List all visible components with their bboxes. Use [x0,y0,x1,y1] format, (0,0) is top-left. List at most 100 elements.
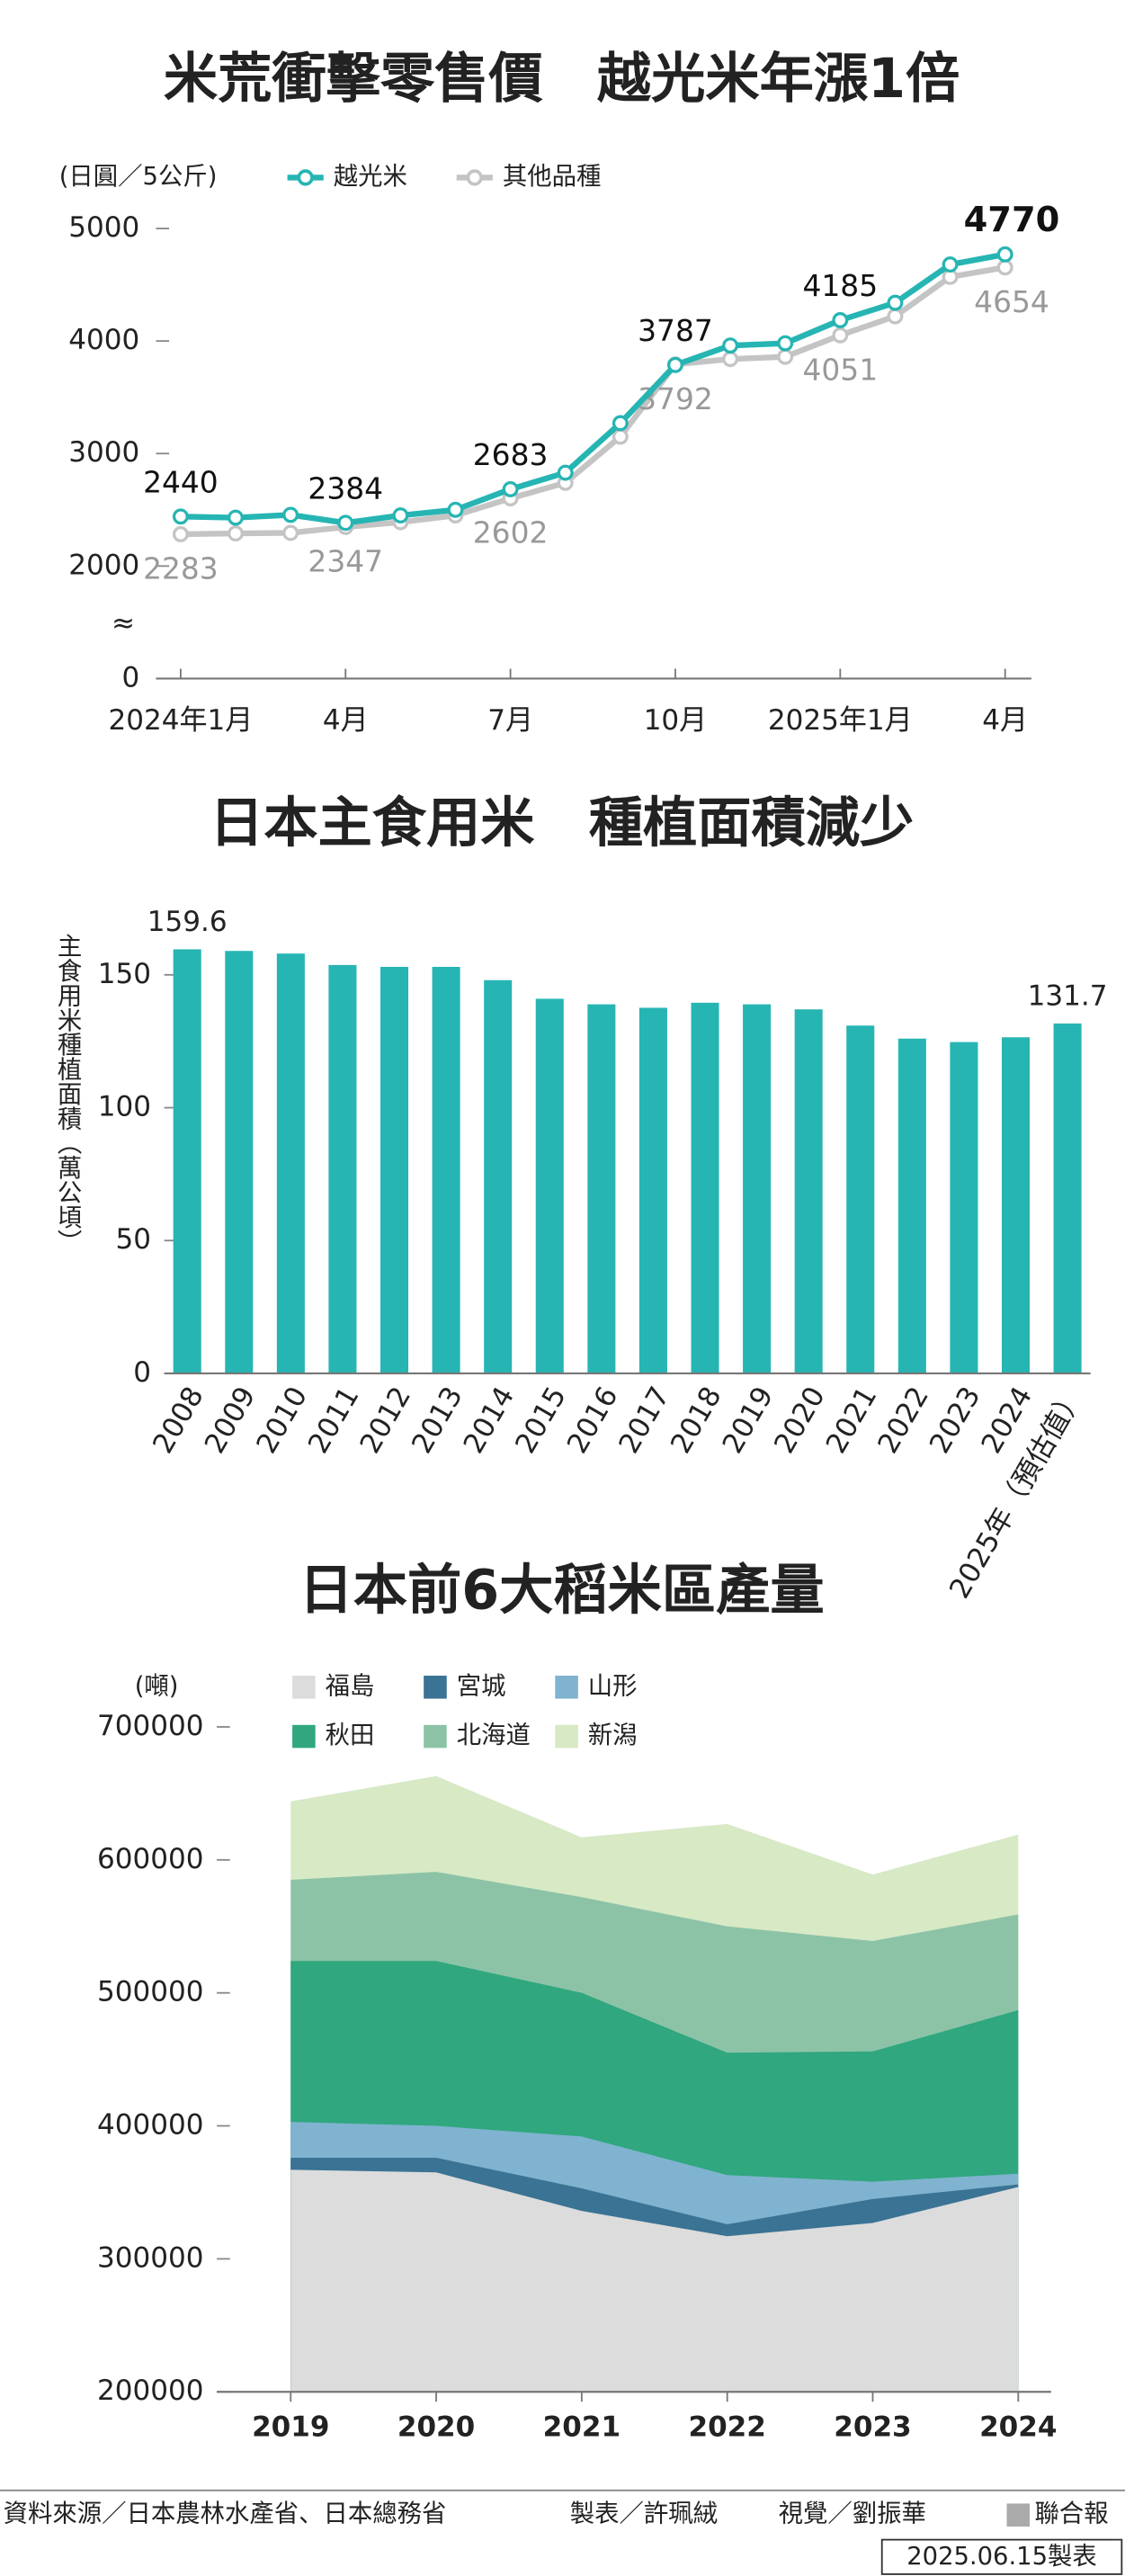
point-marker [612,428,629,445]
bar [328,964,357,1373]
point-marker [502,480,519,497]
bar [1001,1037,1031,1373]
axis-break: ≈ [112,607,135,640]
data-label: 2283 [143,551,219,586]
publisher-icon [1006,2503,1031,2527]
bar [432,966,460,1373]
y-axis-unit: (日圓／5公斤) [59,163,218,191]
y-tick-label: 3000 [68,436,139,469]
point-marker [228,509,244,526]
x-tick-label: 2024年1月 [108,704,253,737]
legend-label: 北海道 [457,1722,531,1749]
made-by: 製表／許珮絨 [570,2500,718,2528]
y-tick-label: 700000 [97,1710,203,1742]
point-marker [887,308,904,325]
point-marker [722,351,739,368]
point-marker [337,514,354,532]
legend-swatch [292,1676,316,1699]
point-marker [832,312,849,328]
x-tick-label: 2021 [543,2411,621,2443]
source: 資料來源／日本農林水產省、日本總務省 [4,2500,447,2528]
x-tick-label: 10月 [644,704,708,737]
legend-label: 越光米 [334,163,407,191]
series-line [180,251,1006,526]
x-tick-label: 4月 [982,704,1028,737]
bar [587,1004,616,1373]
data-label: 2347 [308,544,383,579]
y-tick-label: 500000 [97,1976,203,2008]
data-label: 4051 [803,352,879,387]
area [290,2169,1019,2393]
data-label: 2440 [143,464,219,499]
point-marker [832,326,849,344]
bar [173,949,201,1373]
y-tick-label: 50 [116,1223,152,1256]
point-marker [557,464,574,481]
point-marker [612,415,629,432]
y-tick-label: 5000 [68,211,139,244]
bar [846,1025,875,1373]
publisher: 聯合報 [1035,2500,1109,2528]
point-marker [777,335,794,352]
y-tick-label: 0 [133,1356,151,1389]
point-marker [172,508,189,525]
legend-label: 秋田 [326,1722,375,1749]
legend-label: 其他品種 [503,163,602,191]
data-label: 131.7 [1028,980,1108,1013]
point-marker [392,507,409,524]
y-axis-unit: (噸) [135,1672,179,1700]
data-label: 3787 [638,313,713,348]
bar [276,953,305,1373]
point-marker [722,337,739,354]
y-tick-label: 2000 [68,549,139,581]
point-marker [447,501,464,518]
point-marker [942,256,959,273]
point-marker [172,525,189,542]
legend-swatch [424,1676,447,1699]
y-tick-label: 0 [121,661,139,693]
bar [535,998,564,1373]
y-tick-label: 600000 [97,1843,203,1875]
bar [379,966,409,1373]
data-label: 159.6 [147,906,228,938]
date: 2025.06.15製表 [906,2543,1096,2571]
y-tick-label: 300000 [97,2241,203,2274]
point-marker [667,356,683,373]
chart-title: 日本前6大稻米區產量 [299,1559,824,1622]
chart-title: 日本主食用米 種植面積減少 [210,792,914,854]
point-marker [228,525,244,542]
x-tick-label: 2022 [688,2411,765,2443]
legend-swatch [555,1724,578,1749]
data-label: 4770 [964,200,1060,240]
y-tick-label: 200000 [97,2375,203,2407]
legend-swatch [424,1724,447,1749]
bar [743,1004,772,1373]
legend-swatch [555,1676,578,1699]
data-label: 3792 [638,381,713,416]
data-label: 2384 [308,470,383,505]
legend-marker [466,169,483,186]
point-marker [282,506,299,523]
y-tick-label: 150 [98,958,151,990]
bar [1053,1023,1082,1373]
bar [794,1009,823,1373]
legend-label: 宮城 [457,1672,506,1700]
data-label: 4654 [974,284,1049,319]
point-marker [996,246,1013,263]
bar [638,1007,667,1373]
x-tick-label: 2025年1月 [768,704,913,737]
legend-label: 福島 [326,1672,375,1700]
y-axis-label: 主食用米種植面積（萬公頃） [53,934,83,1254]
point-marker [996,259,1013,276]
point-marker [777,348,794,365]
y-tick-label: 400000 [97,2109,203,2142]
legend-label: 山形 [588,1672,638,1700]
legend-marker [297,169,314,186]
bar [897,1038,926,1373]
x-tick-label: 2023 [834,2411,911,2443]
visual: 視覺／劉振華 [779,2500,926,2528]
point-marker [887,294,904,311]
point-marker [282,524,299,541]
y-tick-label: 4000 [68,324,139,356]
